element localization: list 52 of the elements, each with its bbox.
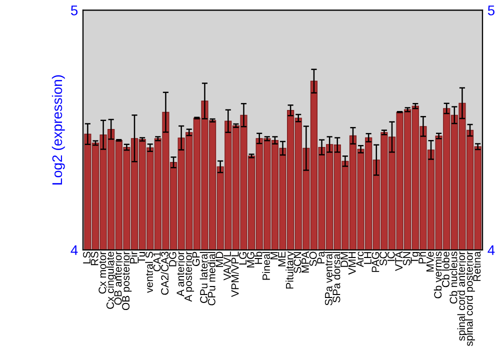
x-tick-label: VMH (348, 252, 356, 275)
x-tick-label: Pa (317, 251, 325, 264)
x-tick-label: Pn (418, 252, 426, 264)
x-tick-label: IC (387, 252, 395, 261)
x-tick-label: SC (380, 252, 388, 266)
x-tick-label: SCN (294, 252, 302, 274)
x-tick-label: OB posterior (122, 251, 132, 310)
x-tick-label: Cb nucleus (449, 252, 458, 304)
x-tick-label: Cb lobe (442, 252, 450, 288)
x-tick-label: SO (309, 252, 317, 266)
x-tick-label: PAG (372, 252, 380, 272)
x-tick-label: MD (216, 252, 224, 267)
x-tick-label: VPM/VPL (231, 252, 239, 297)
x-tick-label: DG (168, 252, 176, 266)
x-tick-label: LH (364, 252, 372, 264)
x-tick-label: A posterior (184, 251, 194, 302)
x-tick-label: Pituitary (286, 251, 296, 289)
x-tick-label: GP (192, 252, 200, 266)
x-tick-label: Hb (254, 252, 262, 264)
x-tick-label: VA/VL (223, 252, 231, 280)
x-tick-label: RS (90, 252, 98, 266)
x-tick-label: DM (340, 252, 348, 267)
x-tick-label: Tg (410, 252, 420, 264)
x-tick-label: Pir (130, 251, 138, 264)
x-tick-label: ventral S (145, 252, 153, 293)
x-tick-label: LS (83, 252, 91, 264)
x-tick-label: ME (278, 252, 286, 266)
x-tick-label: CA1 (153, 252, 161, 272)
y-axis-title: Log2 (expression) (52, 75, 65, 184)
y2-tick-label: 5 (488, 6, 495, 16)
x-tick-label: VTA (395, 251, 403, 271)
x-tick-label: CA2/CA3 (160, 252, 169, 295)
x-tick-label: SPa dorsal (332, 252, 340, 302)
x-tick-label: CPu medial (208, 252, 216, 306)
x-tick-label: Tu (138, 252, 146, 263)
x-tick-label: MVe (426, 252, 434, 272)
x-tick-label: Retina (472, 251, 481, 281)
x-tick-label: SN (402, 252, 410, 266)
x-tick-label: MPA (302, 251, 309, 273)
x-tick-label: OB anterior (114, 251, 122, 305)
x-tick-label: SPa ventral (324, 252, 332, 306)
x-tick-label: Cb vermis (434, 252, 442, 298)
x-tick-label: M (270, 252, 278, 260)
x-tick-label: LG (239, 252, 247, 265)
y2-tick-label: 4 (488, 245, 495, 255)
x-tick-label: A anterior (176, 251, 184, 296)
x-tick-label: Cx motor (98, 251, 106, 294)
x-tick-label: spinal cord posterior (465, 251, 475, 346)
x-tick-label: MG (246, 252, 254, 268)
x-tick-label: Pineal (262, 252, 270, 280)
x-tick-label: Arc (356, 252, 364, 268)
x-tick-label: CPu lateral (200, 252, 208, 303)
